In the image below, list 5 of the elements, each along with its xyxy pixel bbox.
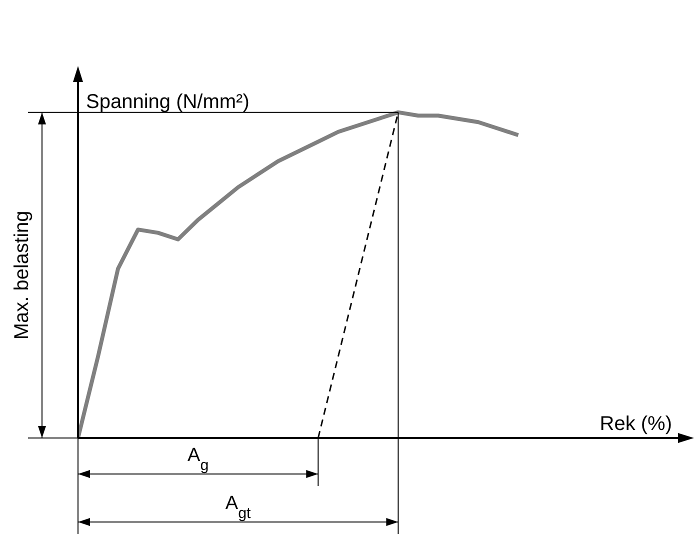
- text: A$_{gt}$: [225, 493, 252, 522]
- text: A$_{g}$: [188, 445, 209, 474]
- y-axis-title: Spanning (N/mm²): [86, 91, 250, 113]
- text: Max. belasting: [11, 210, 33, 340]
- x-axis-title: Rek (%): [600, 413, 672, 435]
